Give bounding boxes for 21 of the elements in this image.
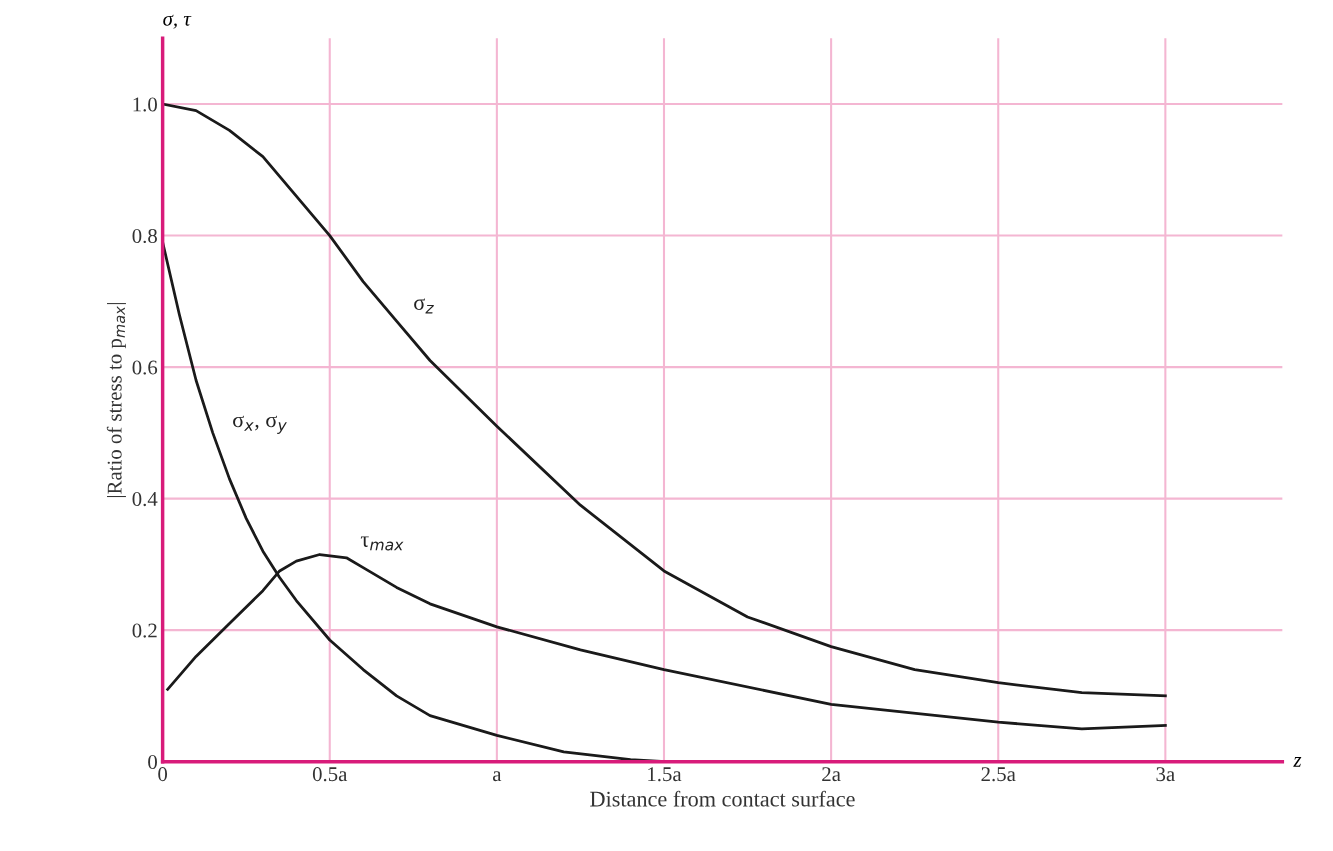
y-tick-label: 0	[148, 755, 157, 770]
y-tick-label: 1.0	[133, 97, 157, 112]
series-label: τ$_{max}$	[360, 536, 404, 551]
series-label: σ$_{x}$, σ$_{y}$	[233, 415, 287, 434]
line-series	[162, 102, 1167, 698]
x-axis-title: Distance from contact surface	[590, 790, 855, 807]
text: σ, τ	[163, 14, 192, 29]
y-tick-label: 0.2	[132, 623, 157, 638]
y-tick-label: 0.4	[132, 491, 158, 507]
y-tick-label: 0.6	[132, 360, 158, 375]
x-tick-label: 2.5a	[981, 767, 1016, 782]
series-label: σ$_{z}$	[414, 298, 434, 314]
x-tick-label: 1.5a	[648, 767, 682, 782]
x-tick-label: 3a	[1156, 767, 1175, 782]
x-tick-label: a	[492, 771, 502, 782]
x-tick-label: 0.5a	[312, 767, 348, 782]
y-axis-title: |Ratio of stress to p$_{max}$|	[106, 303, 126, 498]
x-tick-label: 0	[158, 767, 168, 782]
text: z	[1293, 757, 1302, 767]
y-tick-label: 0.8	[132, 228, 157, 244]
x-tick-label: 2a	[822, 767, 841, 782]
